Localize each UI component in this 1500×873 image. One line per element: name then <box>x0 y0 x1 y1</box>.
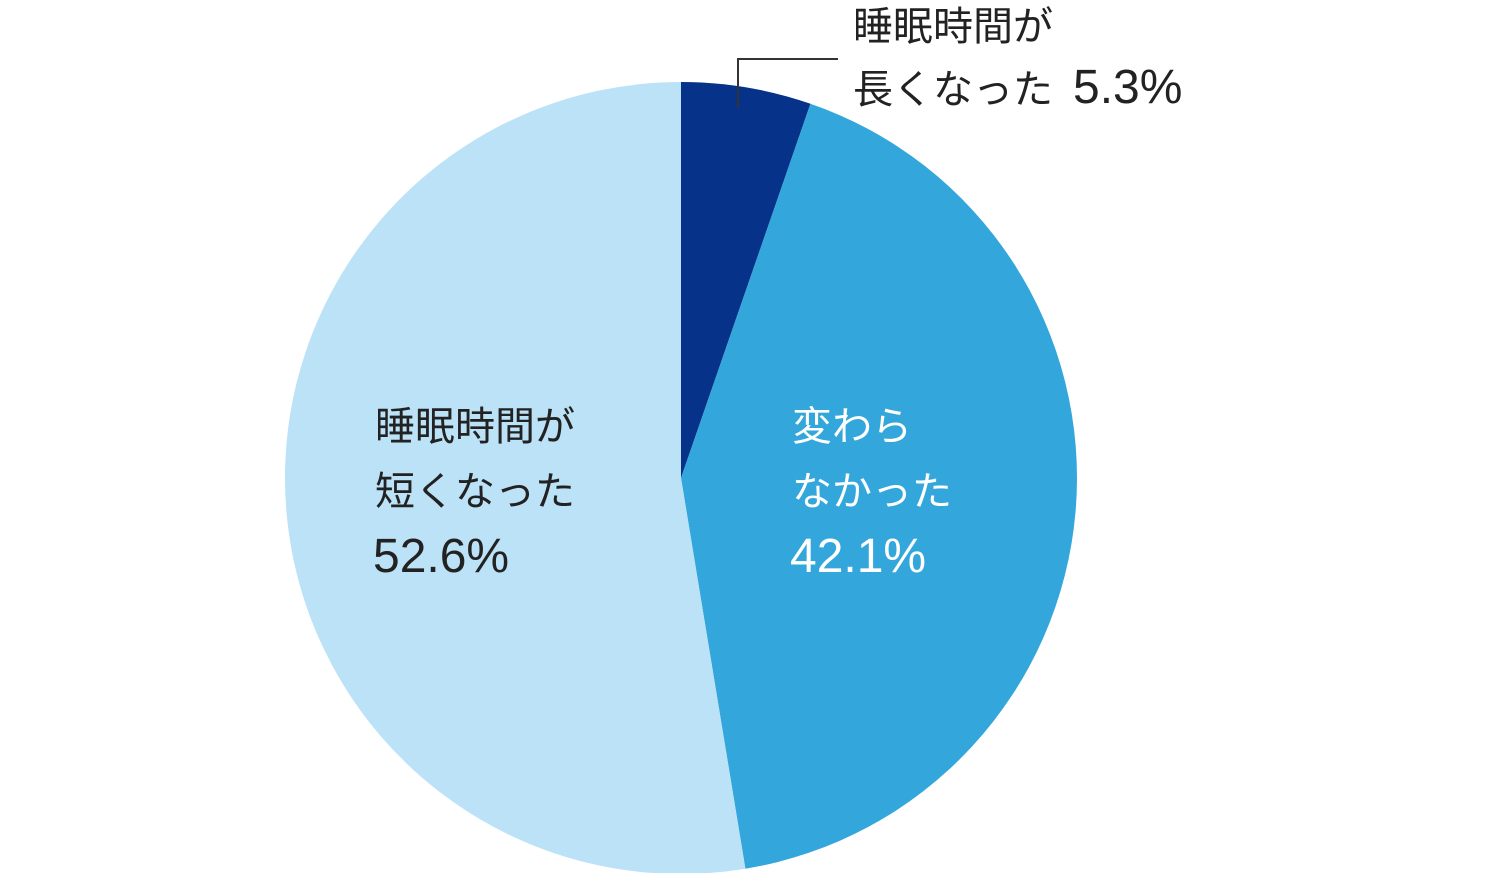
slice-label-shorter-line2: 短くなった <box>375 469 575 515</box>
slice-value-longer: 5.3% <box>1073 61 1182 114</box>
pie-slice-longer <box>681 82 811 478</box>
slice-label-longer-text: 長くなった <box>853 67 1053 113</box>
pie-slice-shorter <box>285 82 746 873</box>
slice-label-unchanged-line2: なかった <box>792 469 952 515</box>
slice-label-longer-line2: 長くなった 5.3% <box>853 61 1182 114</box>
slice-value-shorter: 52.6% <box>373 530 509 583</box>
slice-label-longer-line1: 睡眠時間が <box>853 4 1053 50</box>
slice-value-unchanged: 42.1% <box>790 530 926 583</box>
slice-label-shorter-line1: 睡眠時間が <box>375 404 575 450</box>
leader-line <box>737 58 838 108</box>
pie-slice-unchanged <box>681 103 1077 869</box>
pie-slices <box>285 82 1077 873</box>
slice-label-unchanged-line1: 変わら <box>792 404 912 450</box>
